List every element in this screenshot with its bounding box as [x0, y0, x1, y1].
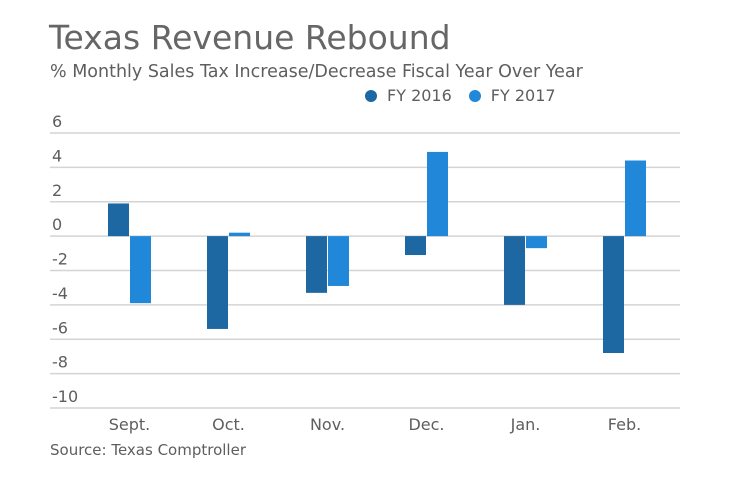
bar-fy2017-dec	[427, 151, 448, 237]
y-tick-label: -10	[52, 387, 78, 406]
legend-dot-icon	[365, 89, 377, 102]
y-tick-label: -6	[52, 318, 68, 337]
legend-item-fy2017: FY 2017	[468, 86, 556, 105]
y-tick-label: -8	[52, 353, 68, 372]
y-tick-label: -2	[52, 250, 68, 269]
bar-fy2016-sept	[108, 203, 129, 237]
bar-fy2016-oct	[207, 236, 228, 329]
x-tick-label: Sept.	[109, 415, 151, 434]
x-tick-label: Oct.	[212, 415, 245, 434]
y-tick-label: -4	[52, 284, 68, 303]
bars	[108, 151, 646, 353]
legend: FY 2016 FY 2017	[365, 86, 573, 105]
bar-fy2017-oct	[229, 232, 250, 237]
x-tick-label: Feb.	[608, 415, 641, 434]
bar-fy2017-feb	[625, 160, 646, 237]
y-tick-label: 0	[52, 215, 62, 234]
y-tick-label: 6	[52, 112, 62, 131]
x-tick-label: Nov.	[310, 415, 345, 434]
bar-fy2016-nov	[306, 236, 327, 293]
bar-fy2017-jan	[526, 236, 547, 249]
legend-item-fy2016: FY 2016	[365, 86, 452, 105]
bar-fy2016-feb	[603, 236, 624, 353]
bar-fy2016-jan	[504, 236, 525, 305]
gridlines	[50, 132, 680, 409]
legend-label: FY 2017	[490, 86, 556, 105]
source-note: Source: Texas Comptroller	[50, 441, 246, 459]
y-tick-label: 4	[52, 146, 62, 165]
x-tick-label: Dec.	[408, 415, 444, 434]
bar-fy2017-sept	[130, 236, 151, 304]
legend-label: FY 2016	[387, 86, 452, 105]
x-tick-label: Jan.	[510, 415, 541, 434]
bar-fy2016-dec	[405, 236, 426, 256]
x-axis-labels: Sept. Oct. Nov. Dec. Jan. Feb.	[109, 415, 641, 434]
y-axis-ticks: 6 4 2 0 -2 -4 -6 -8 -10	[52, 112, 78, 406]
y-tick-label: 2	[52, 181, 62, 200]
chart-subtitle: % Monthly Sales Tax Increase/Decrease Fi…	[50, 62, 583, 82]
bar-fy2017-nov	[328, 236, 349, 286]
legend-dot-icon	[468, 89, 481, 102]
chart-title: Texas Revenue Rebound	[49, 18, 451, 57]
